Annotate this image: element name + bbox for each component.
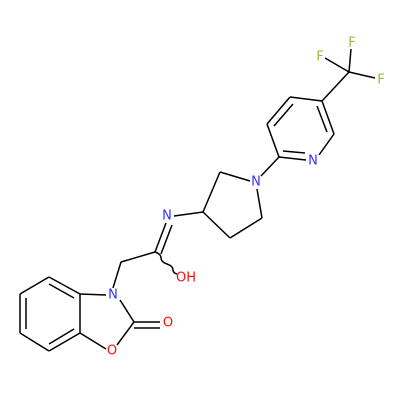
- atom-labels: F F F N N N OH N O O: [107, 36, 385, 359]
- atom-label: N: [251, 175, 261, 190]
- bonds: [19, 48, 376, 352]
- atom-label: N: [162, 209, 172, 224]
- bond: [318, 133, 335, 156]
- bond: [160, 224, 173, 255]
- atom-label: OH: [176, 271, 196, 286]
- atom-label: N: [108, 288, 118, 303]
- bond: [79, 293, 107, 296]
- bond: [282, 150, 306, 154]
- bond: [154, 251, 178, 275]
- bond: [348, 71, 376, 79]
- bond: [173, 211, 204, 217]
- atom-label: O: [163, 316, 173, 331]
- bond: [316, 105, 328, 133]
- bond: [119, 299, 135, 323]
- bond: [202, 211, 231, 239]
- bond: [321, 71, 350, 102]
- atom-label: F: [377, 73, 384, 88]
- bond: [48, 332, 81, 352]
- bond: [219, 171, 251, 182]
- bond: [266, 96, 291, 125]
- atom-label: F: [348, 36, 355, 51]
- bond: [120, 251, 156, 263]
- bond: [260, 156, 280, 177]
- bond: [256, 188, 263, 219]
- bond: [154, 222, 167, 253]
- bond: [348, 48, 352, 73]
- bond: [19, 332, 50, 352]
- bond: [48, 276, 81, 295]
- bond: [289, 96, 323, 102]
- bond: [48, 328, 75, 345]
- atom-label: F: [316, 50, 323, 65]
- bond: [324, 57, 350, 73]
- bond: [79, 332, 107, 350]
- atom-label: N: [308, 154, 318, 169]
- bond: [19, 276, 50, 295]
- bond: [229, 217, 263, 239]
- bond: [278, 156, 307, 161]
- bond: [112, 261, 122, 289]
- atom-label: O: [107, 344, 117, 359]
- bond: [116, 321, 135, 346]
- bond: [273, 103, 294, 127]
- bond: [48, 283, 75, 299]
- bond: [202, 171, 221, 213]
- bond: [266, 123, 280, 158]
- bond: [321, 100, 335, 135]
